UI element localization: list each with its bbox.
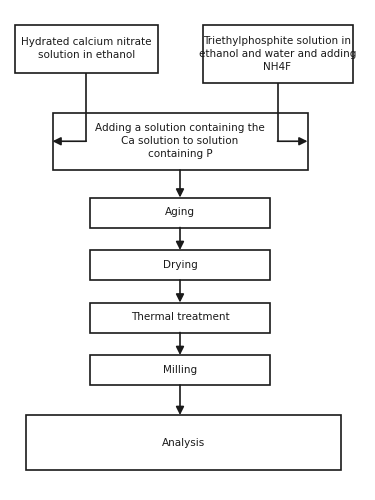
Text: Aging: Aging [165, 208, 195, 218]
Bar [90, 355, 270, 385]
Text: Milling: Milling [163, 365, 197, 375]
Bar [90, 250, 270, 280]
Bar [26, 415, 341, 470]
Text: Adding a solution containing the
Ca solution to solution
containing P: Adding a solution containing the Ca solu… [95, 123, 265, 160]
Bar [90, 198, 270, 228]
Text: Triethylphosphite solution in
ethanol and water and adding
NH4F: Triethylphosphite solution in ethanol an… [199, 36, 356, 72]
Bar [202, 25, 352, 82]
Text: Thermal treatment: Thermal treatment [130, 312, 229, 322]
Bar [15, 25, 158, 72]
Text: Drying: Drying [163, 260, 197, 270]
Bar [90, 302, 270, 332]
Text: Hydrated calcium nitrate
solution in ethanol: Hydrated calcium nitrate solution in eth… [21, 37, 152, 60]
Bar [53, 112, 308, 170]
Text: Analysis: Analysis [162, 438, 206, 448]
